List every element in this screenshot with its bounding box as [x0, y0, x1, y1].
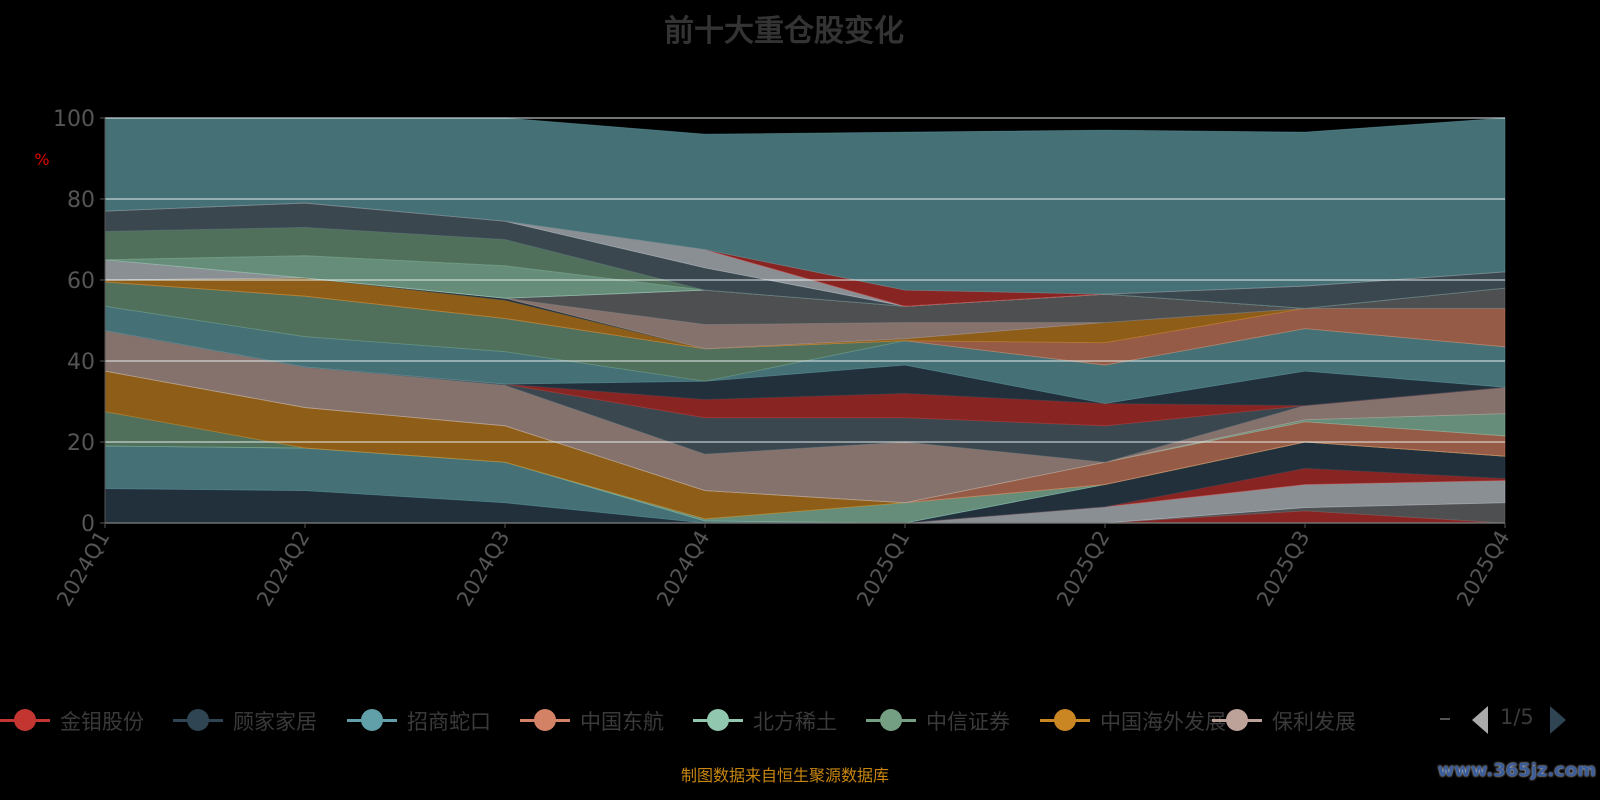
legend-label: 中信证券 — [926, 710, 1010, 734]
legend-label: 中国东航 — [580, 710, 664, 734]
legend-next-page-icon[interactable] — [1550, 706, 1566, 734]
legend-overflow-marker — [1440, 718, 1450, 720]
chart-title: 前十大重仓股变化 — [664, 14, 904, 49]
legend-circle-icon — [361, 709, 383, 731]
watermark-logo: www.365jz.com — [1437, 760, 1596, 781]
y-axis-unit-label: % — [34, 150, 49, 169]
y-tick-label: 20 — [67, 431, 95, 456]
legend-circle-icon — [187, 709, 209, 731]
x-tick-label: 2025Q3 — [1252, 527, 1314, 611]
legend-label: 顾家家居 — [233, 710, 317, 734]
area-series-29 — [104, 117, 1506, 295]
x-tick-label: 2024Q2 — [252, 527, 314, 611]
legend-item[interactable]: 顾家家居 — [173, 704, 343, 736]
legend-page-indicator: 1/5 — [1500, 705, 1534, 729]
legend-item[interactable]: 金钼股份 — [0, 704, 170, 736]
legend-item[interactable]: 保利发展 — [1212, 704, 1382, 736]
legend-label: 中国海外发展 — [1100, 710, 1226, 734]
legend-item[interactable]: 中信证券 — [866, 704, 1036, 736]
legend-label: 北方稀土 — [753, 710, 837, 734]
legend: 金钼股份 顾家家居 招商蛇口 中国东航 北方稀土 中信证券 中国海外发展 保利发展 — [0, 704, 1600, 736]
legend-label: 招商蛇口 — [407, 710, 491, 734]
legend-circle-icon — [880, 709, 902, 731]
legend-circle-icon — [1054, 709, 1076, 731]
y-tick-label: 100 — [53, 107, 95, 132]
legend-circle-icon — [534, 709, 556, 731]
legend-label: 保利发展 — [1272, 710, 1356, 734]
y-tick-label: 60 — [67, 269, 95, 294]
legend-label: 金钼股份 — [60, 710, 144, 734]
legend-item[interactable]: 北方稀土 — [693, 704, 863, 736]
x-tick-label: 2025Q4 — [1452, 527, 1514, 611]
data-source-note: 制图数据来自恒生聚源数据库 — [680, 766, 889, 785]
y-tick-label: 40 — [67, 350, 95, 375]
legend-item[interactable]: 中国海外发展 — [1040, 704, 1226, 736]
x-tick-label: 2025Q2 — [1052, 527, 1114, 611]
x-tick-label: 2024Q4 — [652, 527, 714, 611]
x-tick-label: 2024Q1 — [52, 527, 114, 611]
y-tick-label: 0 — [81, 512, 95, 537]
legend-item[interactable]: 中国东航 — [520, 704, 690, 736]
legend-circle-icon — [1226, 709, 1248, 731]
legend-circle-icon — [707, 709, 729, 731]
x-tick-label: 2024Q3 — [452, 527, 514, 611]
legend-circle-icon — [14, 709, 36, 731]
x-tick-label: 2025Q1 — [852, 527, 914, 611]
legend-pager: 1/5 — [1440, 704, 1600, 736]
y-tick-label: 80 — [67, 188, 95, 213]
legend-item[interactable]: 招商蛇口 — [347, 704, 517, 736]
legend-prev-page-icon[interactable] — [1472, 706, 1488, 734]
